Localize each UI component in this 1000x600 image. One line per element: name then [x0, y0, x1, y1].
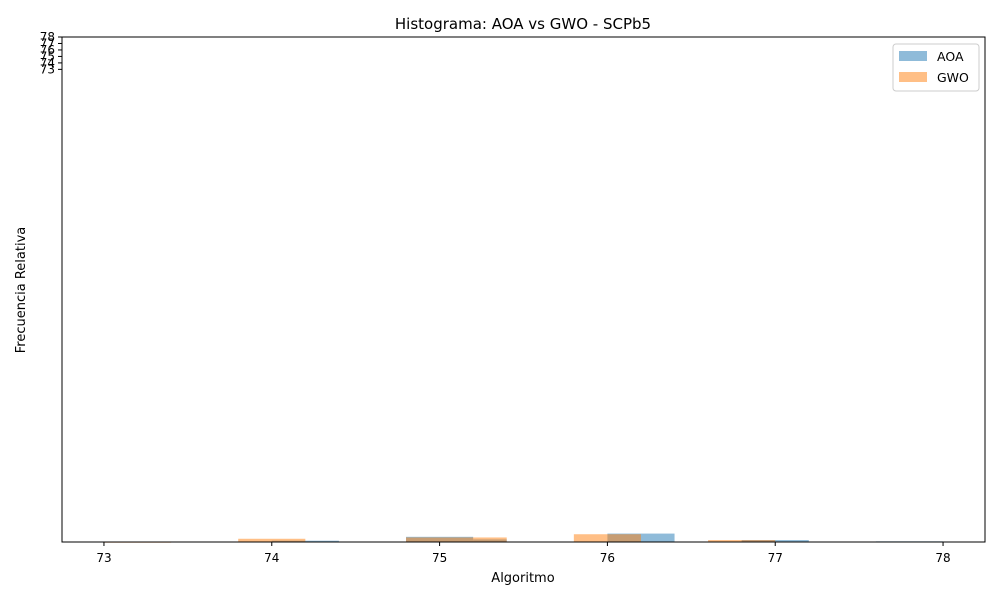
chart-title: Histograma: AOA vs GWO - SCPb5 [395, 15, 651, 33]
legend-swatch-gwo [899, 72, 927, 82]
x-tick-label: 77 [768, 551, 783, 565]
x-tick-label: 76 [600, 551, 615, 565]
bar-gwo-4 [708, 540, 776, 542]
x-tick-label: 78 [935, 551, 950, 565]
bar-gwo-2 [406, 537, 507, 542]
y-axis-label: Frecuencia Relativa [14, 227, 29, 353]
legend-swatch-aoa [899, 51, 927, 61]
legend: AOA GWO [892, 43, 980, 92]
plot-area-frame [61, 36, 986, 543]
bars-layer [103, 533, 944, 543]
bar-aoa-3 [607, 533, 675, 542]
y-tick-label: 76 [40, 43, 55, 57]
bar-gwo-3 [573, 534, 641, 542]
x-axis-label: Algoritmo [491, 571, 554, 586]
y-tick-label: 75 [40, 49, 55, 63]
y-tick-label: 77 [40, 36, 55, 50]
x-axis-ticks: 73 74 75 76 77 78 [96, 542, 951, 565]
bar-aoa-4 [741, 540, 809, 542]
legend-label-gwo: GWO [937, 70, 969, 85]
x-tick-label: 74 [264, 551, 279, 565]
y-tick-label: 78 [40, 30, 55, 44]
y-tick-label: 73 [40, 62, 55, 76]
legend-label-aoa: AOA [937, 49, 964, 64]
x-tick-label: 75 [432, 551, 447, 565]
bar-gwo-1 [238, 538, 306, 542]
y-tick-label: 74 [40, 56, 55, 70]
x-tick-label: 73 [96, 551, 111, 565]
